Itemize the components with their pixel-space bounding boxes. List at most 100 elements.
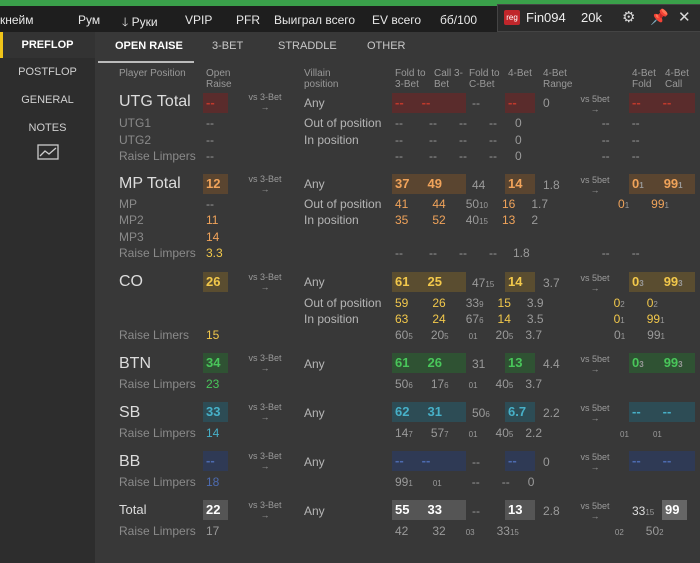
row-bb: BB — [119, 453, 141, 470]
mp-4bet-cell[interactable]: 14 — [505, 174, 535, 194]
co-open-cell[interactable]: 26 — [203, 272, 228, 292]
mp-oop-values: 41 44 5010 16 1.7 01 991 — [395, 197, 669, 211]
header-player-position: Player Position — [119, 68, 186, 79]
villain-ip: In position — [304, 213, 359, 227]
row-co-raise-limers: Raise Limers — [119, 328, 190, 342]
villain-any: Any — [304, 177, 325, 191]
header-open-raise: Open Raise — [206, 68, 232, 90]
sidebar-item-label: PREFLOP — [21, 39, 74, 51]
total-4bet-call-cell[interactable]: 99 — [662, 500, 687, 520]
sidebar-item-general[interactable]: GENERAL — [21, 94, 74, 106]
active-indicator — [0, 32, 3, 58]
btn-fold3-call3-cell[interactable]: 61 26 — [392, 353, 466, 373]
mp-rl-open: 3.3 — [206, 246, 223, 260]
bb-rl-open: 18 — [206, 475, 220, 489]
row-mp3: MP3 — [119, 230, 144, 244]
col-bb100[interactable]: бб/100 — [440, 13, 478, 27]
villain-oop: Out of position — [304, 197, 382, 211]
pin-icon[interactable]: 📌 — [650, 9, 669, 26]
utg-4bet-fold-call-cell[interactable]: -- -- — [629, 93, 695, 113]
total-vs5bet: vs 5bet → — [580, 501, 610, 521]
tab-open-raise[interactable]: OPEN RAISE — [115, 40, 183, 52]
btn-4bet-range: 4.4 — [543, 357, 560, 371]
sidebar-item-postflop[interactable]: POSTFLOP — [18, 66, 77, 78]
villain-ip: In position — [304, 312, 359, 326]
co-4bet-fold-call-cell[interactable]: 03 993 — [629, 272, 695, 292]
player-name: Fin094 — [526, 10, 566, 25]
row-btn-raise-limpers: Raise Limpers — [119, 377, 196, 391]
sb-rl-open: 14 — [206, 426, 220, 440]
utg-4bet-cell[interactable]: -- — [505, 93, 535, 113]
co-ip-values: 63 24 676 14 3.5 01 991 — [395, 312, 665, 326]
header-villain-position: Villain position — [304, 68, 339, 90]
sb-4bet-cell[interactable]: 6.7 — [505, 402, 535, 422]
tab-3bet[interactable]: 3-BET — [212, 40, 244, 52]
villain-any: Any — [304, 357, 325, 371]
total-fold-cbet: -- — [472, 504, 480, 518]
sidebar-item-preflop[interactable]: PREFLOP — [0, 32, 95, 58]
bb-vs3bet: vs 3-Bet → — [248, 451, 282, 471]
bb-fold3-call3-cell[interactable]: -- -- — [392, 451, 466, 471]
bb-4bet-fold-call-cell[interactable]: -- -- — [629, 451, 695, 471]
mp-4bet-range: 1.8 — [543, 178, 560, 192]
close-icon[interactable]: ✕ — [678, 9, 691, 26]
col-pfr[interactable]: PFR — [236, 13, 260, 27]
utg-fold3-call3-cell[interactable]: -- -- — [392, 93, 466, 113]
mp-open-cell[interactable]: 12 — [203, 174, 228, 194]
bb-rl-values: 991 01 -- -- 0 — [395, 475, 535, 489]
player-type-badge[interactable]: reg — [504, 10, 520, 25]
villain-oop: Out of position — [304, 116, 382, 130]
bb-4bet-cell[interactable]: -- — [505, 451, 535, 471]
tab-underline — [98, 61, 194, 63]
mp-fold-cbet: 44 — [472, 178, 486, 192]
bb-vs5bet: vs 5bet → — [580, 452, 610, 472]
btn-vs3bet: vs 3-Bet → — [248, 353, 282, 373]
sidebar: PREFLOP POSTFLOP GENERAL NOTES — [0, 32, 95, 563]
utg-open-cell[interactable]: -- — [203, 93, 228, 113]
row-co: CO — [119, 273, 143, 290]
co-rl-open: 15 — [206, 328, 220, 342]
btn-4bet-cell[interactable]: 13 — [505, 353, 535, 373]
row-mp: MP — [119, 197, 137, 211]
tab-straddle[interactable]: STRADDLE — [278, 40, 337, 52]
villain-any: Any — [304, 406, 325, 420]
total-4bet-fold: 3315 — [632, 504, 655, 518]
main-panel: OPEN RAISE 3-BET STRADDLE OTHER Player P… — [95, 32, 700, 563]
co-fold3-call3-cell[interactable]: 61 25 — [392, 272, 466, 292]
sb-open-cell[interactable]: 33 — [203, 402, 228, 422]
bb-open-cell[interactable]: -- — [203, 451, 228, 471]
btn-open-cell[interactable]: 34 — [203, 353, 228, 373]
co-4bet-cell[interactable]: 14 — [505, 272, 535, 292]
sb-fold-cbet: 506 — [472, 406, 490, 420]
col-vpip[interactable]: VPIP — [185, 13, 213, 27]
header-4bet-range: 4-Bet Range — [543, 68, 573, 90]
utg1-open: -- — [206, 116, 214, 130]
btn-4bet-fold-call-cell[interactable]: 03 993 — [629, 353, 695, 373]
mp-fold3-call3-cell[interactable]: 37 49 — [392, 174, 466, 194]
graph-icon[interactable] — [0, 144, 95, 163]
total-fold3-call3-cell[interactable]: 55 33 — [392, 500, 466, 520]
gear-icon[interactable]: ⚙ — [622, 9, 636, 26]
mp-vs3bet: vs 3-Bet → — [248, 174, 282, 194]
sb-fold3-call3-cell[interactable]: 62 31 — [392, 402, 466, 422]
row-sb: SB — [119, 404, 141, 421]
col-nickname[interactable]: кнейм — [0, 13, 34, 27]
col-room[interactable]: Рум — [78, 13, 101, 27]
col-ev-total[interactable]: EV всего — [372, 13, 422, 27]
mp-4bet-fold-call-cell[interactable]: 01 991 — [629, 174, 695, 194]
sb-4bet-fold-call-cell[interactable]: -- -- — [629, 402, 695, 422]
header-call-3bet: Call 3-Bet — [434, 68, 463, 90]
header-4bet-fold: 4-Bet Fold — [632, 68, 656, 90]
tab-other[interactable]: OTHER — [367, 40, 406, 52]
col-won-total[interactable]: Выиграл всего — [274, 13, 356, 27]
total-4bet-cell[interactable]: 13 — [505, 500, 535, 520]
utg1-values: -- -- -- -- 0 -- -- — [395, 116, 640, 130]
sidebar-item-notes[interactable]: NOTES — [28, 122, 67, 134]
co-rl-values: 605 205 01 205 3.7 01 991 — [395, 328, 665, 342]
row-mp2: MP2 — [119, 213, 144, 227]
total-open-cell[interactable]: 22 — [203, 500, 228, 520]
header-4bet-call: 4-Bet Call — [665, 68, 689, 90]
col-hands[interactable]: 🡓 Руки — [122, 15, 158, 29]
row-mp-total: MP Total — [119, 175, 181, 192]
co-vs5bet: vs 5bet → — [580, 273, 610, 293]
